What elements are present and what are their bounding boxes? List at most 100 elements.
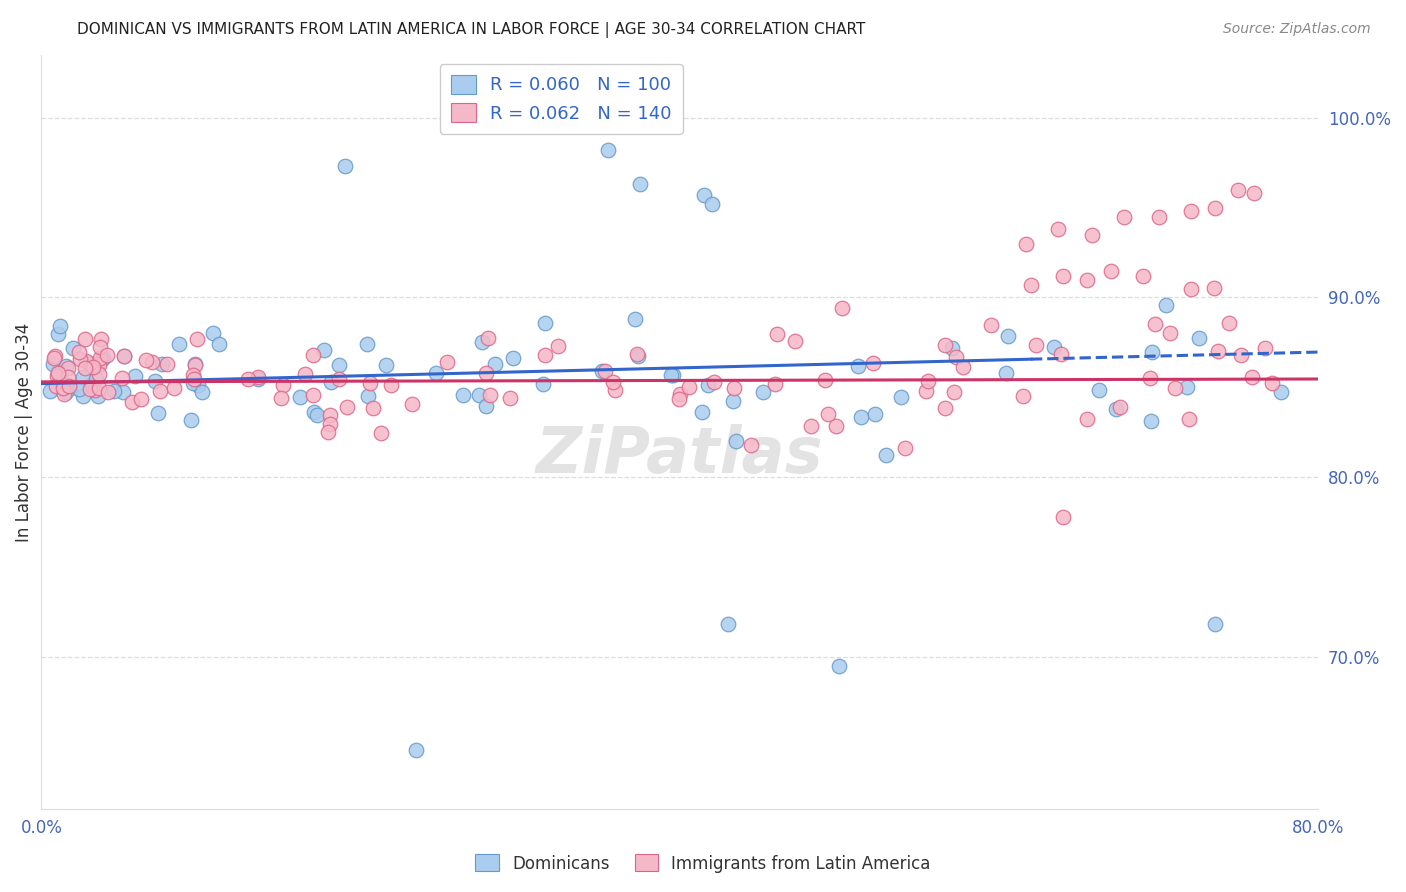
Point [87,368,110,382]
Point [1159,326,1181,340]
Point [191,384,214,399]
Point [333,160,356,174]
Point [361,401,384,415]
Point [945,351,967,365]
Point [1188,331,1211,345]
Point [1204,201,1226,215]
Point [477,331,499,345]
Point [703,375,725,389]
Point [1206,344,1229,359]
Point [111,371,134,385]
Point [93,351,115,365]
Point [690,405,713,419]
Point [1180,281,1202,295]
Point [1015,236,1038,251]
Point [766,326,789,341]
Point [84,384,107,398]
Point [485,112,508,127]
Point [357,388,380,402]
Point [183,372,205,386]
Point [1240,369,1263,384]
Point [1227,183,1250,197]
Point [302,405,325,419]
Point [1025,338,1047,352]
Point [534,317,557,331]
Point [72,370,94,384]
Point [62,341,84,355]
Point [474,399,496,413]
Text: Source: ZipAtlas.com: Source: ZipAtlas.com [1223,22,1371,37]
Point [1218,316,1240,330]
Point [112,350,135,364]
Point [700,197,723,211]
Point [669,387,692,401]
Point [321,376,343,390]
Point [124,369,146,384]
Point [547,339,569,353]
Point [862,356,884,370]
Point [79,382,101,396]
Legend: R = 0.060   N = 100, R = 0.062   N = 140: R = 0.060 N = 100, R = 0.062 N = 140 [440,64,683,134]
Y-axis label: In Labor Force | Age 30-34: In Labor Force | Age 30-34 [15,323,32,541]
Point [752,384,775,399]
Point [58,370,80,384]
Point [181,368,204,382]
Point [952,360,974,375]
Point [1180,204,1202,219]
Point [980,318,1002,332]
Point [48,318,70,333]
Point [184,359,207,373]
Point [201,326,224,340]
Point [678,380,700,394]
Point [763,377,786,392]
Point [375,358,398,372]
Text: ZiPatlas: ZiPatlas [536,424,824,486]
Point [531,377,554,392]
Point [1105,402,1128,417]
Point [112,349,135,363]
Point [1076,412,1098,426]
Point [1254,342,1277,356]
Point [1178,411,1201,425]
Point [785,334,807,348]
Point [42,351,65,365]
Point [723,381,745,395]
Point [46,363,69,377]
Point [184,357,207,371]
Point [934,401,956,416]
Point [82,359,104,374]
Point [290,390,312,404]
Point [69,351,91,366]
Point [1147,210,1170,224]
Point [405,743,427,757]
Point [247,370,270,384]
Point [1230,348,1253,362]
Point [894,441,917,455]
Point [1243,186,1265,201]
Point [474,366,496,380]
Point [941,342,963,356]
Point [740,438,762,452]
Point [180,413,202,427]
Point [668,392,690,406]
Point [67,382,90,396]
Point [72,389,94,403]
Point [425,366,447,380]
Point [436,354,458,368]
Point [624,312,647,326]
Point [356,336,378,351]
Point [1052,268,1074,283]
Point [534,348,557,362]
Point [149,384,172,398]
Point [328,372,350,386]
Point [499,391,522,405]
Point [401,396,423,410]
Point [1204,281,1226,295]
Point [828,658,851,673]
Point [302,388,325,402]
Point [1076,272,1098,286]
Point [58,360,80,375]
Point [942,384,965,399]
Point [319,408,342,422]
Point [1108,400,1130,414]
